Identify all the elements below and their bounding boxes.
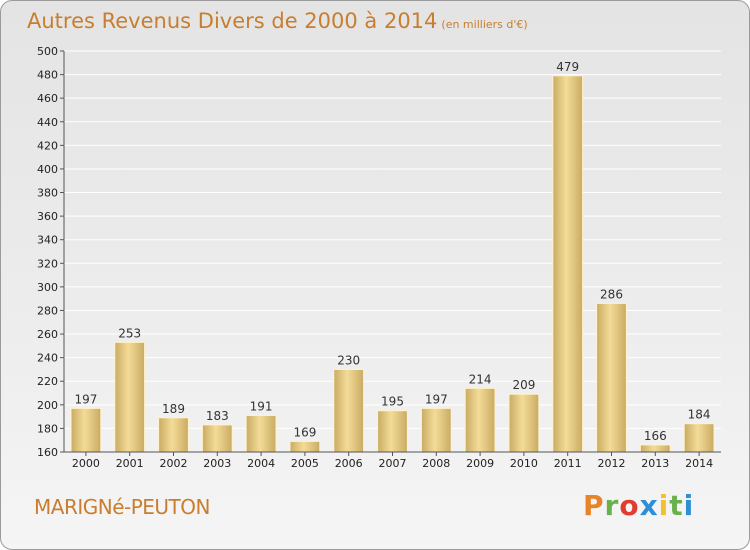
x-tick-label-2007: 2007 [379,457,407,470]
data-label-2001: 253 [118,326,141,340]
bar-2009[interactable] [464,387,496,453]
logo-letter: P [583,489,605,522]
y-tick-label: 220 [37,375,58,388]
data-label-2000: 197 [74,392,97,406]
x-tick-label-2005: 2005 [291,457,319,470]
data-label-2008: 197 [425,392,448,406]
data-label-2002: 189 [162,402,185,416]
y-tick-label: 260 [37,328,58,341]
bar-2005[interactable] [289,440,321,453]
y-tick-label: 460 [37,92,58,105]
bar-2010[interactable] [508,393,540,453]
data-label-2012: 286 [600,287,623,301]
x-tick-label-2001: 2001 [116,457,144,470]
x-tick-label-2000: 2000 [72,457,100,470]
x-axis: 2000 2001 2002 2003 2004 2005 2006 2007 2008 2009… [64,451,721,470]
bar-2012[interactable] [596,302,627,453]
y-tick-label: 320 [37,257,58,270]
y-tick-label: 300 [37,281,58,294]
y-tick-label: 180 [37,422,58,435]
proxiti-logo[interactable]: Proxiti [583,489,694,522]
data-label-2003: 183 [206,409,229,423]
bar-2000[interactable] [70,407,102,453]
data-label-2013: 166 [644,429,667,443]
data-label-2014: 184 [688,408,711,422]
chart-title: Autres Revenus Divers de 2000 à 2014 (en … [27,9,528,33]
y-tick-label: 420 [37,139,58,152]
bar-2006[interactable] [333,368,365,453]
y-tick-label: 240 [37,352,58,365]
bar-2001[interactable] [114,341,146,453]
logo-letter: t [669,489,684,522]
data-label-2007: 195 [381,395,404,409]
y-axis: 160 180 200 220 240 260 280 300 320 340 360 380 400 4… [37,45,65,459]
x-tick-label-2006: 2006 [335,457,363,470]
x-tick-label-2008: 2008 [422,457,450,470]
bar-2011[interactable] [552,75,584,453]
y-tick-label: 280 [37,304,58,317]
data-label-2005: 169 [293,425,316,439]
logo-letter: i [658,489,670,522]
bar-2013[interactable] [639,444,671,453]
commune-name: MARIGNé-PEUTON [34,495,210,519]
y-tick-label: 480 [37,69,58,82]
x-tick-label-2014: 2014 [685,457,713,470]
y-tick-label: 500 [37,45,58,58]
x-tick-label-2004: 2004 [247,457,275,470]
bar-2007[interactable] [377,410,408,453]
bar-2003[interactable] [201,424,233,453]
data-label-2004: 191 [250,399,273,413]
y-tick-label: 400 [37,163,58,176]
bar-2008[interactable] [420,407,452,453]
data-label-2010: 209 [512,378,535,392]
bar-2004[interactable] [245,414,277,453]
x-tick-label-2012: 2012 [598,457,626,470]
x-tick-label-2010: 2010 [510,457,538,470]
bar-2002[interactable] [158,417,189,453]
data-label-2011: 479 [556,60,579,74]
logo-letter: x [639,489,659,522]
y-tick-label: 160 [37,446,58,459]
x-tick-label-2013: 2013 [641,457,669,470]
bar-2014[interactable] [683,423,715,453]
data-label-2006: 230 [337,353,360,367]
logo-letter: r [604,489,620,522]
y-tick-label: 340 [37,234,58,247]
y-tick-label: 360 [37,210,58,223]
data-label-2009: 214 [469,372,492,386]
chart-subtitle: (en milliers d'€) [441,18,528,31]
x-tick-label-2011: 2011 [554,457,582,470]
logo-letter: i [683,489,695,522]
bars: 197 253 189 183 191 169 230 195 197 214 209 479 286 1… [70,60,715,453]
x-tick-label-2003: 2003 [203,457,231,470]
y-tick-label: 440 [37,116,58,129]
x-tick-label-2002: 2002 [160,457,188,470]
logo-letter: o [619,489,640,522]
y-tick-label: 200 [37,399,58,412]
chart-title-text: Autres Revenus Divers de 2000 à 2014 [27,9,438,33]
x-tick-label-2009: 2009 [466,457,494,470]
y-tick-label: 380 [37,187,58,200]
